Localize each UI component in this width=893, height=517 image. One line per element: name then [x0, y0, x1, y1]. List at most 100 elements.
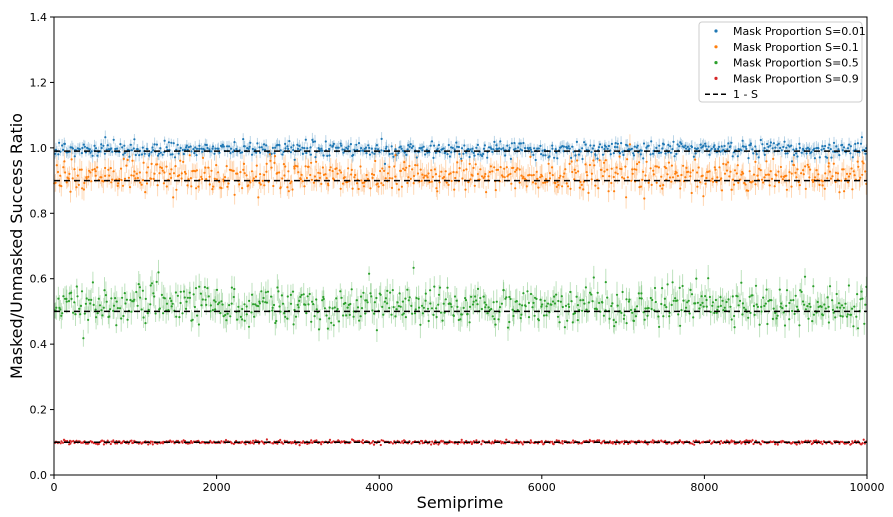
data-point — [555, 148, 557, 150]
data-point — [353, 176, 355, 178]
data-point — [148, 153, 150, 155]
data-point — [861, 174, 863, 176]
data-point — [827, 147, 829, 149]
data-point — [837, 172, 839, 174]
data-point — [743, 307, 745, 309]
data-point — [481, 308, 483, 310]
data-point — [133, 147, 135, 149]
data-point — [190, 185, 192, 187]
data-point — [594, 185, 596, 187]
data-point — [418, 298, 420, 300]
data-point — [238, 183, 240, 185]
data-point — [644, 174, 646, 176]
data-point — [838, 154, 840, 156]
data-point — [337, 173, 339, 175]
data-point — [433, 145, 435, 147]
data-point — [853, 170, 855, 172]
data-point — [712, 181, 714, 183]
data-point — [124, 152, 126, 154]
data-point — [157, 155, 159, 157]
data-point — [778, 181, 780, 183]
data-point — [654, 287, 656, 289]
data-point — [173, 142, 175, 144]
data-point — [110, 297, 112, 299]
data-point — [671, 304, 673, 306]
data-point — [472, 303, 474, 305]
data-point — [674, 297, 676, 299]
data-point — [551, 148, 553, 150]
data-point — [680, 174, 682, 176]
data-point — [623, 318, 625, 320]
data-point — [432, 176, 434, 178]
data-point — [403, 161, 405, 163]
data-point — [196, 315, 198, 317]
data-point — [147, 443, 149, 445]
data-point — [560, 301, 562, 303]
data-point — [356, 299, 358, 301]
data-point — [120, 168, 122, 170]
data-point — [500, 148, 502, 150]
data-point — [396, 183, 398, 185]
data-point — [147, 312, 149, 314]
data-point — [842, 149, 844, 151]
data-point — [539, 299, 541, 301]
data-point — [823, 148, 825, 150]
data-point — [851, 167, 853, 169]
data-point — [492, 315, 494, 317]
data-point — [795, 152, 797, 154]
data-point — [847, 313, 849, 315]
data-point — [97, 312, 99, 314]
data-point — [371, 177, 373, 179]
data-point — [664, 304, 666, 306]
data-point — [306, 177, 308, 179]
data-point — [798, 324, 800, 326]
data-point — [863, 323, 865, 325]
data-point — [586, 171, 588, 173]
data-point — [819, 156, 821, 158]
data-point — [121, 297, 123, 299]
data-point — [479, 168, 481, 170]
data-point — [241, 318, 243, 320]
data-point — [116, 148, 118, 150]
data-point — [236, 173, 238, 175]
data-point — [295, 316, 297, 318]
data-point — [620, 168, 622, 170]
data-point — [243, 303, 245, 305]
data-point — [736, 295, 738, 297]
data-point — [632, 173, 634, 175]
data-point — [555, 294, 557, 296]
data-point — [439, 287, 441, 289]
data-point — [385, 177, 387, 179]
data-point — [324, 173, 326, 175]
data-point — [212, 309, 214, 311]
data-point — [82, 337, 84, 339]
data-point — [261, 146, 263, 148]
data-point — [477, 153, 479, 155]
data-point — [650, 297, 652, 299]
data-point — [95, 316, 97, 318]
data-point — [287, 295, 289, 297]
data-point — [158, 153, 160, 155]
data-point — [139, 171, 141, 173]
data-point — [561, 295, 563, 297]
data-point — [138, 154, 140, 156]
data-point — [721, 145, 723, 147]
data-point — [685, 167, 687, 169]
data-point — [760, 306, 762, 308]
data-point — [124, 302, 126, 304]
data-point — [248, 148, 250, 150]
data-point — [401, 148, 403, 150]
data-point — [62, 442, 64, 444]
data-point — [596, 158, 598, 160]
data-point — [193, 293, 195, 295]
data-point — [770, 170, 772, 172]
data-point — [70, 298, 72, 300]
data-point — [156, 281, 158, 283]
data-point — [754, 145, 756, 147]
data-point — [402, 301, 404, 303]
data-point — [290, 151, 292, 153]
data-point — [566, 182, 568, 184]
data-point — [233, 288, 235, 290]
